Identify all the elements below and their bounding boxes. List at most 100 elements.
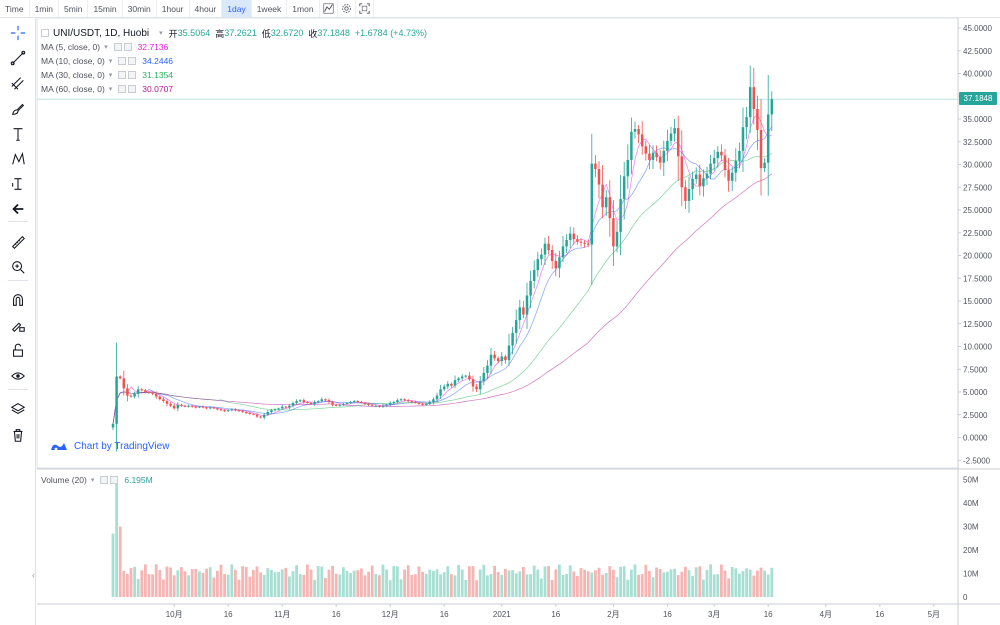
candle-body [158,396,162,400]
candle [244,411,248,414]
chevron-down-icon[interactable]: ▾ [90,477,95,484]
fullscreen-button[interactable] [356,0,374,17]
candle-body [255,414,259,417]
tool-zoom-in[interactable] [6,257,30,277]
candle [612,199,615,267]
candle [691,171,694,201]
candle-body [648,153,651,160]
candle-body [237,410,241,412]
tool-measure[interactable] [6,174,30,194]
candle [126,384,129,402]
high-label: 高 [215,28,225,39]
candle [518,299,522,330]
close-box-icon[interactable] [110,476,119,484]
candle-body [583,242,586,244]
chevron-down-icon[interactable]: ▾ [159,30,163,37]
tool-pattern[interactable] [6,149,30,169]
candle-body [525,295,529,315]
candle-body [280,406,284,409]
volume-bar [453,575,457,597]
timeframe-1min[interactable]: 1min [30,0,60,17]
timeframe-1hour[interactable]: 1hour [157,0,190,17]
timeframe-time[interactable]: Time [0,0,30,17]
settings-button[interactable] [338,0,356,17]
candle [205,406,208,410]
candle-body [147,392,151,393]
tool-back-arrow[interactable] [6,199,30,219]
indicator-button[interactable] [320,0,338,17]
tool-ruler[interactable] [6,232,30,252]
candle-body [727,169,730,181]
candle [752,67,756,125]
timeframe-1day[interactable]: 1day [222,0,252,17]
tool-trash[interactable] [6,425,30,445]
symbol-checkbox[interactable] [41,29,49,37]
close-box-icon[interactable] [128,71,137,79]
timeframe-5min[interactable]: 5min [59,0,89,17]
candle [439,384,442,400]
candle [216,407,219,411]
volume-bar [493,565,496,597]
tool-lock-drawing[interactable] [6,315,30,335]
settings-box-icon[interactable] [100,476,109,484]
time-tick-label: 16 [663,610,672,619]
timeframe-30min[interactable]: 30min [123,0,157,17]
change-value: +1.6784 (+4.73%) [354,28,427,38]
chevron-down-icon[interactable]: ▾ [108,58,113,65]
tool-unlock[interactable] [6,340,30,360]
close-box-icon[interactable] [128,85,137,93]
volume-bar [478,569,482,597]
tool-pitchfork[interactable] [6,73,30,93]
tool-layers[interactable] [6,399,30,419]
tool-magnet[interactable] [6,290,30,310]
tradingview-badge[interactable]: Chart by TradingView [50,440,169,452]
candle-body [262,414,266,418]
candle-body [342,403,345,405]
tool-eye[interactable] [6,366,30,386]
ma-value: 31.1354 [142,70,174,80]
timeframe-1week[interactable]: 1week [252,0,288,17]
candle-body [363,402,367,404]
candle [284,406,288,409]
candle-body [705,173,709,179]
candle-body [248,412,252,414]
volume-bar [234,569,237,597]
timeframe-15min[interactable]: 15min [88,0,123,17]
candle-body [568,233,572,241]
volume-bar [266,568,270,597]
chevron-down-icon[interactable]: ▾ [104,44,108,51]
time-tick-label: 10月 [166,610,183,619]
settings-box-icon[interactable] [118,57,127,65]
tool-text[interactable] [6,124,30,144]
chevron-down-icon[interactable]: ▾ [108,72,113,79]
candle-body [680,156,684,188]
ma-name: MA (60, close, 0) [41,84,105,94]
timeframe-1mon[interactable]: 1mon [287,0,320,17]
volume-bar [201,572,205,597]
price-tick-label: 7.5000 [963,365,988,374]
candle [561,236,565,263]
volume-name: Volume (20) [41,475,87,485]
tool-crosshair[interactable] [6,23,30,43]
candle-body [540,254,543,260]
candle [226,409,230,412]
settings-box-icon[interactable] [113,43,122,51]
chevron-down-icon[interactable]: ▾ [108,86,113,93]
volume-bar [626,579,630,597]
close-box-icon[interactable] [128,57,137,65]
volume-bar [543,566,547,597]
candle [453,375,457,389]
settings-box-icon[interactable] [118,85,127,93]
volume-bar [230,564,234,597]
settings-box-icon[interactable] [118,71,127,79]
close-box-icon[interactable] [123,43,132,51]
tool-brush[interactable] [6,99,30,119]
tool-trend-line[interactable] [6,48,30,68]
timeframe-4hour[interactable]: 4hour [190,0,223,17]
collapse-arrow-icon[interactable]: ‹ [32,570,35,580]
candle [496,356,500,364]
volume-bar [558,564,561,597]
candle-body [550,250,554,261]
time-tick-label: 3月 [708,610,720,619]
